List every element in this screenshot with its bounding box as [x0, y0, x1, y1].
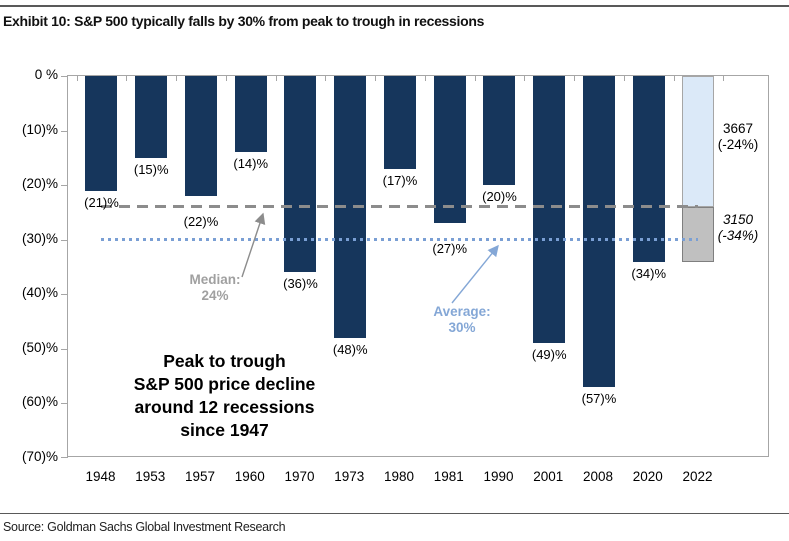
y-tick-label-30: (30)% — [21, 230, 58, 246]
x-tick-label-1960: 1960 — [234, 469, 265, 484]
label-2022-forecast-level: 3150 (-34%) — [717, 212, 759, 243]
x-tick-label-1970: 1970 — [284, 469, 315, 484]
y-tick-label-40: (40)% — [21, 285, 58, 301]
x-tick-label-1957: 1957 — [184, 469, 215, 484]
y-axis-tick — [61, 76, 68, 77]
bar-value-label-1948: (21)% — [84, 194, 119, 210]
exhibit-title: Exhibit 10: S&P 500 typically falls by 3… — [3, 13, 485, 29]
category-boundary-tick — [325, 76, 327, 81]
bar-1948 — [85, 76, 118, 191]
y-tick-label-10: (10)% — [21, 121, 58, 137]
y-axis-tick — [61, 348, 68, 350]
category-boundary-tick — [126, 76, 128, 81]
y-axis-tick — [61, 403, 68, 405]
label-2022-current-level: 3667 (-24%) — [717, 121, 759, 152]
average-line-label: Average: 30% — [433, 304, 491, 335]
source-text: Source: Goldman Sachs Global Investment … — [3, 520, 286, 534]
category-boundary-tick — [76, 76, 78, 81]
median-reference-line — [101, 205, 699, 209]
x-tick-label-2020: 2020 — [632, 469, 663, 484]
bar-value-label-1981: (27)% — [432, 241, 468, 257]
x-tick-label-2022: 2022 — [682, 469, 713, 484]
category-boundary-tick — [524, 76, 526, 81]
bottom-divider — [0, 513, 789, 514]
y-tick-label-60: (60)% — [21, 394, 58, 410]
bar-value-label-2020: (34)% — [631, 265, 667, 281]
top-divider — [0, 5, 789, 7]
category-boundary-tick — [723, 76, 725, 81]
bar-2020 — [632, 76, 665, 262]
bar-value-label-2008: (57)% — [581, 391, 617, 407]
category-boundary-tick — [474, 76, 476, 81]
y-tick-label-50: (50)% — [21, 339, 58, 355]
bar-2022-decline-to-3667 — [682, 76, 715, 207]
x-tick-label-1990: 1990 — [483, 469, 514, 484]
x-tick-label-2008: 2008 — [582, 469, 613, 484]
x-tick-label-1973: 1973 — [334, 469, 365, 484]
bar-1981 — [433, 76, 466, 224]
y-axis-tick — [61, 294, 68, 296]
bar-value-label-1957: (22)% — [183, 214, 219, 230]
y-tick-label-70: (70)% — [21, 449, 58, 464]
category-boundary-tick — [673, 76, 675, 81]
category-boundary-tick — [574, 76, 576, 81]
bar-2022-decline-to-3150 — [682, 206, 715, 262]
bar-value-label-1990: (20)% — [482, 189, 517, 205]
category-boundary-tick — [424, 76, 426, 81]
bar-1957 — [184, 76, 217, 197]
x-tick-label-1980: 1980 — [383, 469, 414, 484]
median-line-label: Median: 24% — [189, 272, 241, 303]
x-tick-label-1953: 1953 — [135, 469, 166, 484]
bar-value-label-1953: (15)% — [133, 161, 169, 177]
bar-value-label-1970: (36)% — [283, 276, 318, 292]
x-tick-label-2001: 2001 — [533, 469, 564, 484]
category-boundary-tick — [176, 76, 178, 81]
category-boundary-tick — [225, 76, 227, 81]
y-axis-tick — [61, 239, 68, 241]
category-boundary-tick — [275, 76, 277, 81]
category-boundary-tick — [623, 76, 625, 81]
average-reference-line — [101, 238, 699, 242]
bar-1960 — [234, 76, 267, 153]
chart-annotation: Peak to trough S&P 500 price decline aro… — [133, 351, 316, 440]
bar-1990 — [483, 76, 516, 186]
y-axis-tick — [61, 130, 68, 132]
bar-2008 — [582, 76, 615, 388]
y-tick-label-0: 0 % — [34, 67, 58, 82]
bar-2001 — [533, 76, 566, 344]
bar-1970 — [284, 76, 317, 273]
bar-value-label-1973: (48)% — [332, 341, 368, 357]
bar-1953 — [135, 76, 168, 158]
chart-plot-area: (21)% (15)% (22)% (14)% (36)% (48)% (17)% (27)%… — [61, 75, 769, 458]
x-tick-label-1948: 1948 — [85, 469, 116, 484]
bar-value-label-2001: (49)% — [531, 347, 567, 363]
bar-value-label-1960: (14)% — [233, 156, 269, 172]
category-boundary-tick — [375, 76, 377, 81]
y-tick-label-20: (20)% — [21, 176, 58, 192]
x-tick-label-1981: 1981 — [433, 469, 464, 484]
y-axis-tick — [61, 185, 68, 187]
bar-1980 — [383, 76, 416, 169]
y-axis-tick — [61, 457, 68, 458]
bar-value-label-1980: (17)% — [382, 172, 418, 188]
